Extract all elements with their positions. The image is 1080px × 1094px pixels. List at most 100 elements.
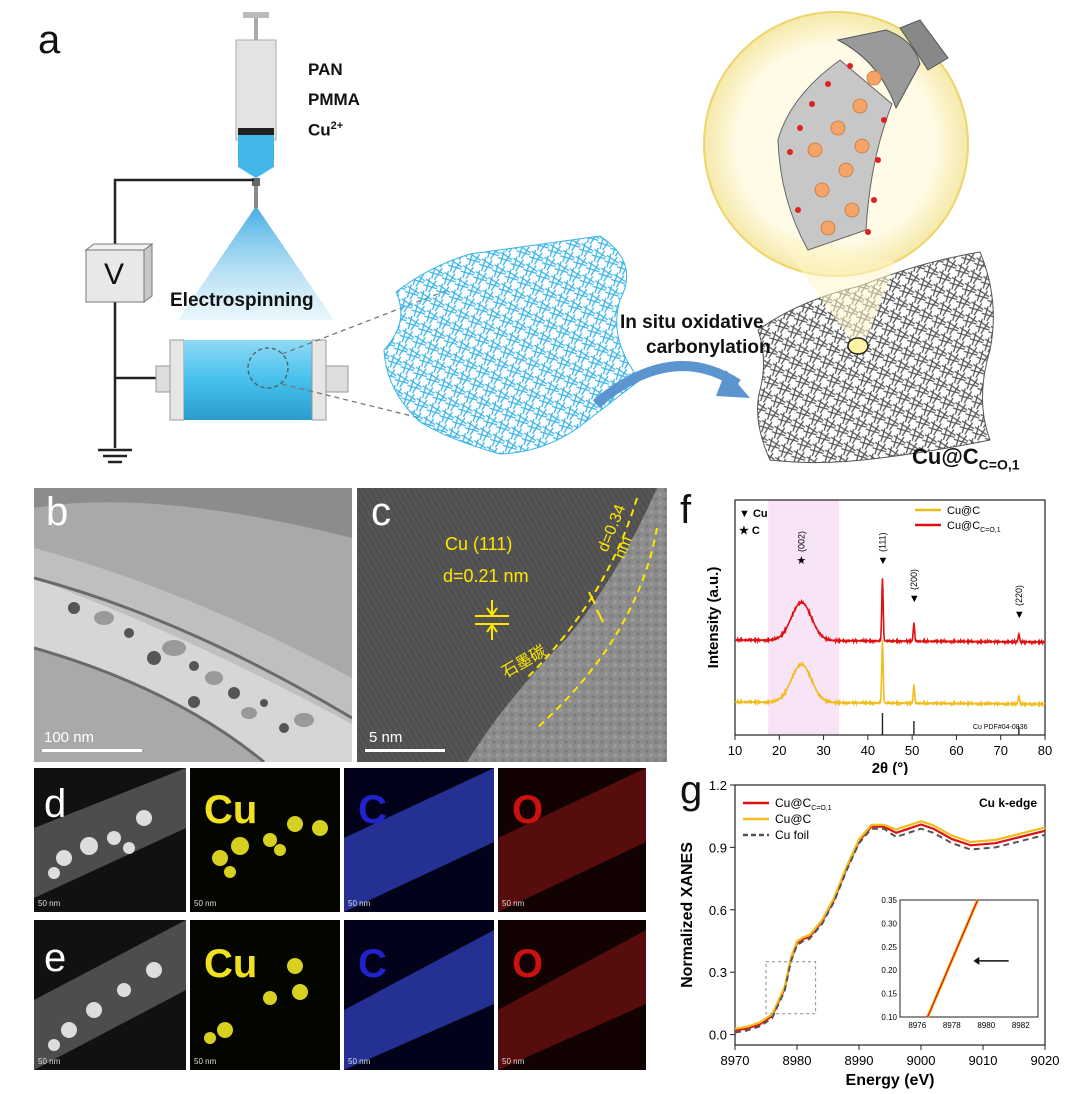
x-tick-label-4: 50 — [905, 743, 919, 758]
inset-x-tick-3: 8982 — [1012, 1021, 1030, 1030]
legend-text-0: Cu@CC=O,1 — [775, 796, 832, 812]
product-label: Cu@CC=O,1 — [912, 444, 1020, 472]
spray-cone — [178, 206, 334, 320]
lattice-label-2: d=0.21 nm — [443, 566, 529, 586]
panel-d-cu-label: Cu — [204, 788, 258, 832]
peak-marker-3: ▼ — [1014, 609, 1025, 621]
series-line-2 — [734, 827, 1046, 1034]
syringe-plunger — [243, 12, 269, 18]
plot-frame — [734, 499, 1046, 736]
panel-d-o-map: O 50 nm — [498, 768, 646, 912]
legend-text-2: Cu foil — [775, 828, 809, 842]
lattice-label-1: Cu (111) — [445, 534, 513, 554]
panel-b-scalebar-label: 100 nm — [44, 729, 95, 746]
peak-label-0: (002) — [796, 531, 806, 552]
inset-x-tick-1: 8978 — [943, 1021, 961, 1030]
panel-g-xanes-chart: 8970 8980 8990 9000 9010 9020 0.0 0.3 0.6 0.9 1.2 E… — [679, 778, 1060, 1089]
panel-c-scalebar — [365, 749, 445, 752]
legend-text-1: Cu@CC=O,1 — [947, 520, 1001, 534]
inset-y-tick-3: 0.25 — [881, 943, 897, 952]
panel-d-o-scalebar: 50 nm — [502, 899, 525, 908]
x-tick-label-6: 70 — [993, 743, 1007, 758]
x-tick-label-7: 80 — [1038, 743, 1052, 758]
panel-e-c-scalebar: 50 nm — [348, 1057, 371, 1066]
panel-d-haadf: d 50 nm — [34, 768, 186, 912]
inset-line-red — [927, 899, 979, 1018]
highlight-band — [768, 500, 840, 735]
precursor-pan: PAN — [308, 60, 343, 79]
y-tick-label-4: 1.2 — [709, 778, 727, 793]
panel-d-cu-map: Cu 50 nm — [190, 768, 340, 912]
inset-y-tick-5: 0.35 — [881, 896, 897, 905]
panel-d-c-label: C — [358, 788, 387, 832]
panel-e-o-map: O 50 nm — [498, 920, 646, 1070]
panel-e-scalebar: 50 nm — [38, 1057, 61, 1066]
y-axis-label: Normalized XANES — [679, 842, 696, 988]
x-tick-label-3: 40 — [861, 743, 875, 758]
peak-label-2: (200) — [909, 569, 919, 590]
series-line-1 — [734, 820, 1046, 1030]
panel-d-scalebar: 50 nm — [38, 899, 61, 908]
x-axis-label: Energy (eV) — [846, 1072, 935, 1089]
panel-e-o-label: O — [512, 942, 544, 986]
legend-text-0: Cu@C — [947, 505, 980, 517]
series-line-1 — [734, 578, 1046, 647]
voltage-source — [85, 249, 145, 303]
y-tick-label-1: 0.3 — [709, 965, 727, 980]
plot-frame — [734, 784, 1046, 1046]
arrow-label-line1: In situ oxidative — [620, 312, 764, 333]
x-tick-label-0: 10 — [728, 743, 742, 758]
legend-marker-c: ★ C — [739, 525, 760, 537]
x-tick-label-1: 20 — [772, 743, 786, 758]
panel-b-tem-image: b 100 nm — [34, 488, 352, 762]
panel-a-letter: a — [38, 18, 61, 62]
panel-e-c-map: C 50 nm — [344, 920, 494, 1070]
y-tick-label-3: 0.9 — [709, 840, 727, 855]
peak-marker-0: ★ — [796, 555, 806, 567]
peak-marker-1: ▼ — [877, 555, 888, 567]
reference-label: Cu PDF#04-0836 — [973, 724, 1028, 731]
panel-d-cu-scalebar: 50 nm — [194, 899, 217, 908]
peak-label-1: (111) — [877, 532, 887, 552]
inset-x-tick-2: 8980 — [977, 1021, 995, 1030]
product-sub: C=O,1 — [978, 456, 1020, 473]
syringe-barrel — [235, 39, 277, 141]
panel-e-c-label: C — [358, 942, 387, 986]
zoom-box — [765, 961, 817, 1015]
panel-d-o-label: O — [512, 788, 544, 832]
inset-y-tick-2: 0.20 — [881, 966, 897, 975]
inset-x-tick-0: 8976 — [908, 1021, 926, 1030]
x-tick-label-4: 9010 — [969, 1053, 998, 1068]
edge-annotation: Cu k-edge — [979, 796, 1037, 810]
panel-e-letter: e — [44, 936, 67, 980]
panel-b-letter: b — [46, 490, 69, 534]
y-axis-label: Intensity (a.u.) — [705, 567, 722, 669]
panel-d-c-scalebar: 50 nm — [348, 899, 371, 908]
precursor-cu: Cu2+ — [308, 120, 343, 141]
x-tick-label-3: 9000 — [907, 1053, 936, 1068]
panel-e-cu-map: Cu 50 nm — [190, 920, 340, 1070]
panel-g-letter: g — [680, 768, 703, 812]
panel-e-cu-scalebar: 50 nm — [194, 1057, 217, 1066]
panel-f-letter: f — [680, 488, 692, 532]
inset-arrow-head — [973, 956, 980, 965]
series-line-0 — [734, 640, 1046, 709]
panel-a-schematic — [84, 11, 994, 464]
panel-e-haadf: e 50 nm — [34, 920, 186, 1070]
voltage-label: V — [104, 258, 125, 291]
x-tick-label-5: 9020 — [1031, 1053, 1060, 1068]
product-main: Cu@C — [912, 444, 979, 469]
collector-drum — [184, 340, 314, 420]
precursor-cu-charge: 2+ — [330, 120, 344, 132]
panel-c-hrtem-image: c Cu (111) d=0.21 nm 石墨碳 d=0.34 nm 5 nm — [357, 488, 667, 762]
peak-label-3: (220) — [1014, 585, 1024, 606]
legend-text-1: Cu@C — [775, 812, 812, 826]
precursor-cu-symbol: Cu — [308, 120, 331, 140]
syringe-solution — [238, 135, 274, 167]
x-tick-label-2: 30 — [816, 743, 830, 758]
peak-marker-2: ▼ — [909, 593, 920, 605]
x-axis-label: 2θ (°) — [872, 760, 909, 775]
panel-e-o-scalebar: 50 nm — [502, 1057, 525, 1066]
panel-d-c-map: C 50 nm — [344, 768, 494, 912]
x-tick-label-0: 8970 — [721, 1053, 750, 1068]
